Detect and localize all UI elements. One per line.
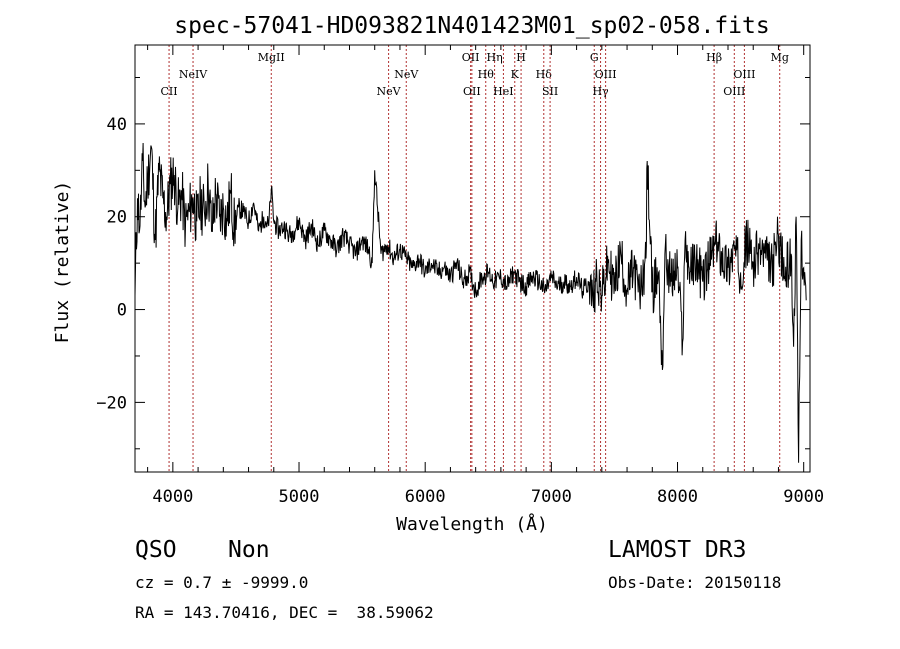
y-axis-label: Flux (relative) — [52, 181, 73, 344]
plot-frame — [134, 44, 811, 473]
line-label-0: CII — [161, 85, 178, 98]
x-tick-label-4000: 4000 — [152, 487, 193, 507]
line-label-17: Hβ — [706, 51, 722, 64]
object-class: QSO — [135, 537, 177, 563]
sky-coordinates: RA = 143.70416, DEC = 38.59062 — [135, 603, 434, 622]
x-tick-label-8000: 8000 — [657, 487, 698, 507]
line-label-16: OIII — [595, 68, 617, 81]
line-label-13: SII — [542, 85, 558, 98]
line-label-7: Hθ — [478, 68, 495, 81]
observation-date: Obs-Date: 20150118 — [608, 573, 782, 592]
x-tick-label-5000: 5000 — [279, 487, 320, 507]
line-label-4: NeV — [394, 68, 419, 81]
y-tick-label-0: 0 — [117, 301, 127, 321]
line-label-3: NeV — [377, 85, 402, 98]
y-tick-label-40: 40 — [107, 115, 127, 135]
x-tick-label-9000: 9000 — [783, 487, 824, 507]
line-label-2: MgII — [258, 51, 285, 64]
line-label-15: Hγ — [592, 85, 609, 98]
line-label-12: Hδ — [536, 68, 553, 81]
x-tick-label-6000: 6000 — [405, 487, 446, 507]
y-tick-label--20: −20 — [96, 393, 127, 413]
line-label-8: Hη — [486, 51, 502, 64]
spectrum-line — [134, 142, 807, 463]
x-tick-label-7000: 7000 — [531, 487, 572, 507]
line-label-20: Mg — [771, 51, 789, 64]
line-label-9: HeI — [493, 85, 513, 98]
y-tick-label-20: 20 — [107, 208, 127, 228]
redshift-cz: cz = 0.7 ± -9999.0 — [135, 573, 309, 592]
line-label-18: OIII — [723, 85, 745, 98]
line-label-14: G — [590, 51, 599, 64]
line-label-5: OII — [462, 51, 480, 64]
line-label-19: OIII — [733, 68, 755, 81]
x-axis-label: Wavelength (Å) — [396, 513, 548, 535]
line-label-1: NeIV — [179, 68, 208, 81]
line-label-6: OII — [463, 85, 481, 98]
line-label-10: K — [511, 68, 520, 81]
chart-title: spec-57041-HD093821N401423M01_sp02-058.f… — [174, 13, 769, 39]
object-subclass: Non — [228, 537, 270, 563]
survey-name: LAMOST DR3 — [608, 537, 747, 563]
line-label-11: H — [516, 51, 526, 64]
